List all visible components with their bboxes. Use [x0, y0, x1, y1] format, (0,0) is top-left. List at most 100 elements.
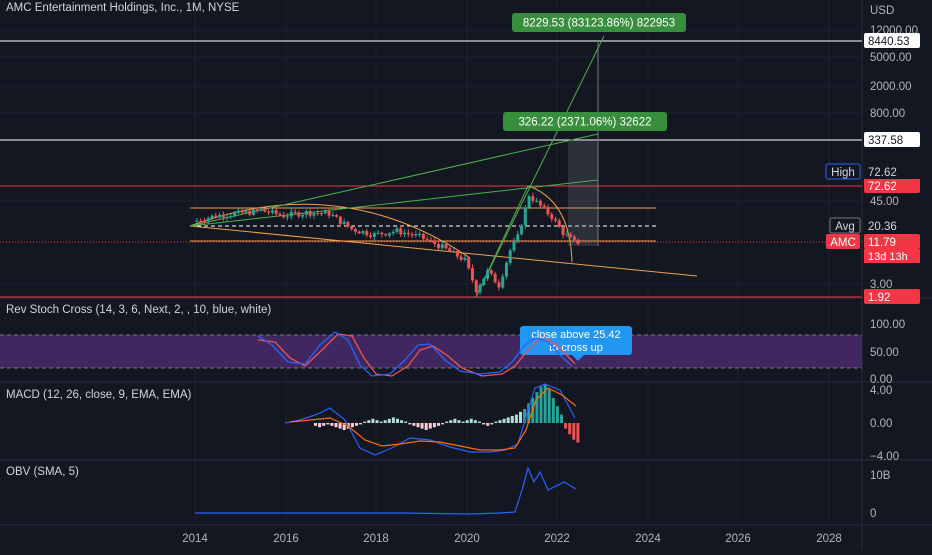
candle-body [270, 210, 274, 213]
macd-histogram-bar [445, 421, 449, 423]
candle-body [452, 251, 456, 253]
macd-histogram-bar [342, 423, 346, 430]
candle-body [218, 214, 222, 218]
candle-body [323, 210, 327, 214]
stoch-axis-label: 50.00 [870, 347, 899, 359]
candle-body [361, 231, 365, 234]
candle-body [406, 232, 410, 235]
price-candles[interactable] [195, 192, 580, 295]
macd-histogram-bar [355, 423, 358, 426]
candle-body [433, 240, 437, 245]
candle-body [255, 209, 259, 211]
candle-body [259, 209, 263, 211]
macd-histogram-bar [564, 423, 568, 429]
price-axis-label: 800.00 [870, 108, 905, 120]
stoch-callout-pointer [572, 355, 584, 361]
candle-body [546, 206, 550, 215]
candle-body [463, 257, 467, 260]
candle-body [538, 200, 542, 206]
macd-histogram-bar [560, 414, 563, 423]
candle-body [508, 250, 512, 263]
macd-histogram-bar [363, 421, 367, 423]
macd-histogram-bar [465, 420, 469, 423]
macd-histogram-bar [547, 389, 551, 423]
candle-body [569, 234, 573, 237]
candle-body [482, 278, 486, 286]
macd-histogram-bar [383, 420, 387, 423]
macd-histogram-bar [576, 423, 580, 443]
candle-body [240, 210, 244, 213]
macd-histogram-bar [391, 417, 395, 423]
macd-histogram-bar [400, 420, 404, 423]
high-value-badge: 72.62 [868, 167, 897, 179]
low-price-badge-bg [864, 289, 920, 304]
obv-pane-title[interactable]: OBV (SMA, 5) [6, 466, 79, 478]
stoch-pane-title[interactable]: Rev Stoch Cross (14, 3, 6, Next, 2, , 10… [6, 304, 272, 316]
green-base-line [475, 185, 529, 298]
candle-body [384, 234, 388, 236]
candle-body [512, 241, 516, 251]
indicator-bands [0, 334, 862, 369]
high-tag-bg [825, 163, 861, 180]
candle-body [403, 232, 407, 235]
macd-histogram-bar [539, 386, 543, 423]
macd-histogram-bar [428, 423, 432, 429]
macd-line [284, 383, 576, 456]
green-steep-line [475, 35, 605, 298]
countdown-label: 13d 13h [868, 251, 908, 263]
price-axis-label: 2000.00 [870, 81, 912, 93]
candle-body [372, 233, 376, 237]
high-tag: High [831, 167, 855, 179]
macd-pane-title[interactable]: MACD (12, 26, close, 9, EMA, EMA) [6, 389, 192, 401]
candle-body [380, 232, 384, 235]
candle-body [282, 215, 286, 218]
macd-histogram-bar [482, 423, 486, 425]
candle-body [202, 221, 206, 223]
last-price-badge: 11.79 [868, 237, 896, 249]
obv-axis-label: 10B [870, 470, 891, 482]
macd-histogram-bar [387, 418, 391, 423]
candle-body [497, 282, 501, 288]
symbol-tag-bg [826, 234, 860, 249]
candle-body [425, 238, 429, 240]
candle-body [225, 216, 229, 218]
candle-body [353, 229, 357, 232]
macd-histogram-bar [326, 423, 330, 425]
candle-body [421, 233, 425, 239]
macd-histogram-bar [543, 383, 547, 423]
candle-body [486, 270, 490, 279]
candle-body [248, 210, 252, 215]
candle-body [289, 211, 293, 217]
candle-body [527, 196, 531, 208]
macd-histogram-bar [510, 416, 514, 423]
measure-top-label-bg [512, 13, 686, 32]
candle-body [550, 214, 554, 220]
currency-label: USD [870, 5, 894, 17]
macd-histogram-bar [379, 421, 383, 423]
macd-histogram-bar [359, 423, 363, 425]
drawing-tools[interactable]: 8229.53 (83123.86%) 822953 326.22 (2371.0… [0, 13, 862, 361]
macd-histogram-bar [527, 403, 531, 423]
candle-body [350, 226, 354, 230]
candle-body [474, 280, 478, 293]
candle-body [376, 232, 380, 234]
candle-body [221, 214, 225, 218]
macd-histogram-bar [457, 420, 461, 423]
macd-histogram-bar [404, 421, 408, 423]
symbol-title[interactable]: AMC Entertainment Holdings, Inc., 1M, NY… [6, 2, 240, 14]
macd-axis-label: −4.00 [870, 451, 899, 463]
arc-curve-right [527, 185, 573, 263]
candle-body [459, 256, 463, 260]
obv-axis-label: 0 [870, 508, 876, 520]
candle-body [274, 210, 278, 214]
macd-histogram-bar [555, 406, 559, 423]
high-price-badge: 72.62 [868, 181, 897, 193]
macd-histogram-bar [535, 392, 539, 423]
macd-histogram-bar [322, 423, 326, 426]
candle-body [554, 219, 558, 221]
macd-histogram-bar [338, 423, 342, 429]
obv-line [195, 466, 577, 515]
